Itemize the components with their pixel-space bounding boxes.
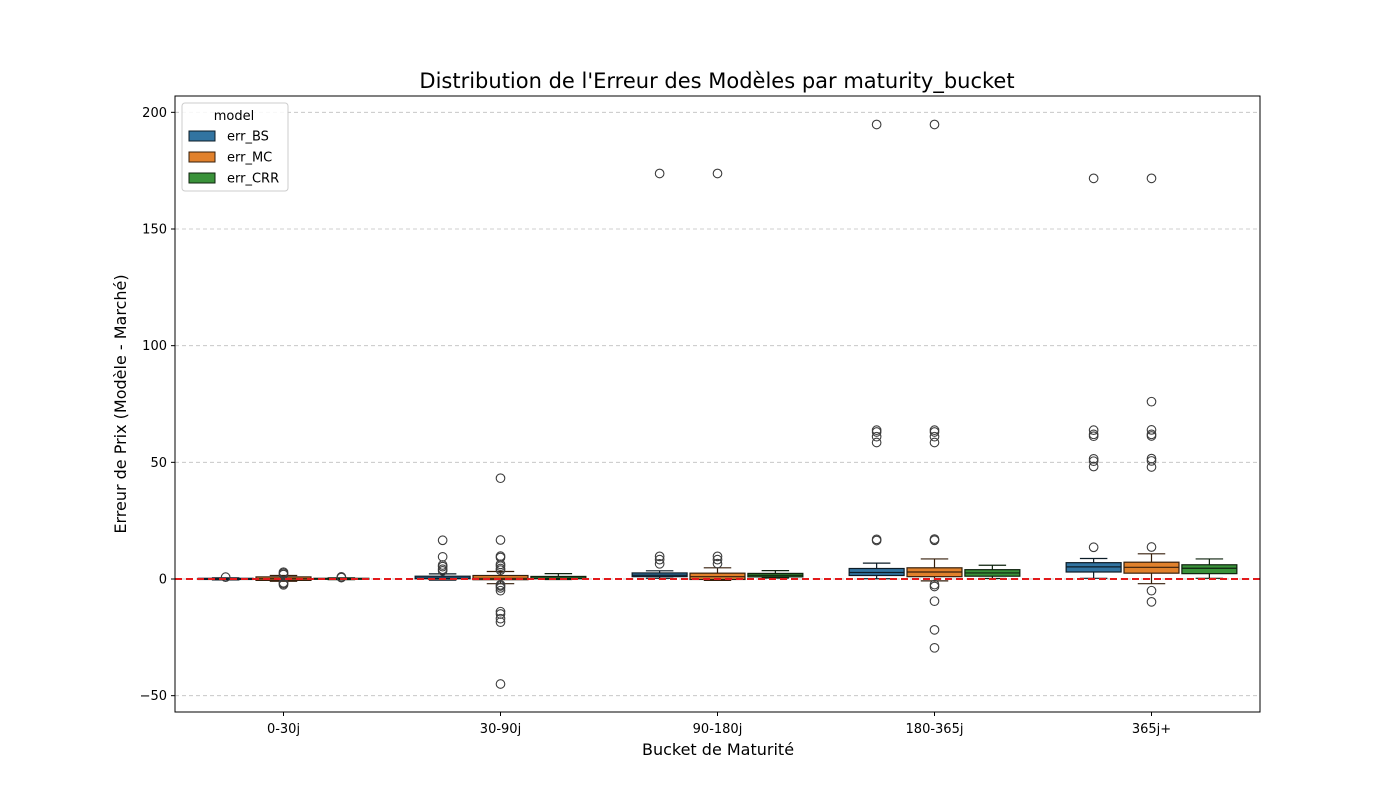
legend-label-err_CRR: err_CRR xyxy=(227,172,279,187)
chart-title: Distribution de l'Erreur des Modèles par… xyxy=(419,69,1014,94)
legend-swatch-err_MC xyxy=(188,151,216,163)
box-err_BS-30-90j xyxy=(414,535,471,581)
box-err_BS-180-365j xyxy=(848,119,905,580)
outlier-point xyxy=(654,554,665,565)
outlier-point xyxy=(495,606,506,617)
outlier-point xyxy=(1088,173,1099,184)
outlier-point xyxy=(712,168,723,179)
outlier-point xyxy=(929,431,940,442)
x-tick-label: 0-30j xyxy=(267,722,300,737)
outlier-point xyxy=(495,613,506,624)
outlier-point xyxy=(495,679,506,689)
outlier-point xyxy=(437,564,448,575)
x-axis: 0-30j 30-90j 90-180j 180-365j 365j+ xyxy=(267,712,1171,737)
outlier-point xyxy=(871,437,882,448)
box-err_MC-365j+ xyxy=(1123,173,1180,607)
legend-swatch-err_BS xyxy=(188,130,216,142)
outlier-point xyxy=(336,572,347,582)
outlier-point xyxy=(1146,396,1157,407)
outlier-point xyxy=(871,425,882,435)
outlier-point xyxy=(929,119,940,130)
outlier-point xyxy=(1088,542,1099,553)
outlier-point xyxy=(712,554,723,565)
outlier-point xyxy=(495,609,506,619)
outlier-point xyxy=(712,558,723,569)
outlier-point xyxy=(654,558,665,569)
y-tick-label: −50 xyxy=(140,689,167,704)
outlier-point xyxy=(1088,429,1099,440)
legend-swatch-err_CRR xyxy=(188,172,216,184)
outlier-point xyxy=(1146,585,1157,596)
outlier-point xyxy=(1146,429,1157,440)
outlier-point xyxy=(437,551,448,562)
legend-label-err_MC: err_MC xyxy=(227,151,272,166)
y-tick-label: 0 xyxy=(159,573,167,588)
outlier-point xyxy=(437,535,448,546)
box-err_BS-90-180j xyxy=(631,168,688,579)
outlier-point xyxy=(871,431,882,442)
outlier-point xyxy=(929,425,940,435)
outlier-point xyxy=(1088,453,1099,464)
box-iqr xyxy=(1181,564,1238,575)
legend-label-err_BS: err_BS xyxy=(227,130,269,145)
outlier-point xyxy=(1088,425,1099,435)
outlier-point xyxy=(654,551,665,562)
outlier-point xyxy=(1088,461,1099,472)
y-tick-label: 200 xyxy=(142,106,167,121)
outlier-point xyxy=(929,437,940,448)
outlier-point xyxy=(1146,456,1157,466)
outlier-point xyxy=(495,585,506,596)
outlier-point xyxy=(929,534,940,544)
outlier-point xyxy=(929,642,940,653)
box-err_CRR-365j+ xyxy=(1181,558,1238,579)
x-tick-label: 180-365j xyxy=(906,722,964,737)
outlier-point xyxy=(220,572,231,582)
outlier-point xyxy=(871,534,882,545)
outlier-point xyxy=(929,596,940,607)
outlier-point xyxy=(1146,453,1157,464)
x-axis-label: Bucket de Maturité xyxy=(642,740,794,759)
legend-frame xyxy=(181,102,289,192)
outlier-point xyxy=(278,567,289,578)
outlier-point xyxy=(1146,425,1157,435)
outlier-point xyxy=(1088,456,1099,467)
outlier-point xyxy=(1146,173,1157,184)
outlier-point xyxy=(495,551,506,561)
outlier-point xyxy=(871,119,882,130)
outlier-point xyxy=(1146,597,1157,607)
box-err_MC-180-365j xyxy=(906,119,963,653)
x-tick-label: 365j+ xyxy=(1132,722,1171,737)
x-tick-label: 30-90j xyxy=(480,722,521,737)
legend-title: model xyxy=(214,109,254,124)
outlier-point xyxy=(495,473,506,484)
y-tick-label: 50 xyxy=(150,456,167,471)
outlier-point xyxy=(495,563,506,574)
outlier-point xyxy=(929,625,940,635)
x-tick-label: 90-180j xyxy=(693,722,743,737)
box-err_MC-90-180j xyxy=(689,168,746,582)
y-axis: −50 0 50 100 150 200 xyxy=(140,106,175,704)
outlier-point xyxy=(1146,542,1157,552)
outlier-point xyxy=(495,535,506,545)
outlier-point xyxy=(712,551,723,562)
plot-area xyxy=(175,119,1260,689)
outlier-point xyxy=(495,579,506,590)
outlier-point xyxy=(654,168,665,179)
y-axis-label: Erreur de Prix (Modèle - Marché) xyxy=(111,274,130,533)
outlier-point xyxy=(929,579,940,590)
legend: model err_BS err_MC err_CRR xyxy=(181,102,289,192)
y-tick-label: 100 xyxy=(142,339,167,354)
y-tick-label: 150 xyxy=(142,223,167,238)
